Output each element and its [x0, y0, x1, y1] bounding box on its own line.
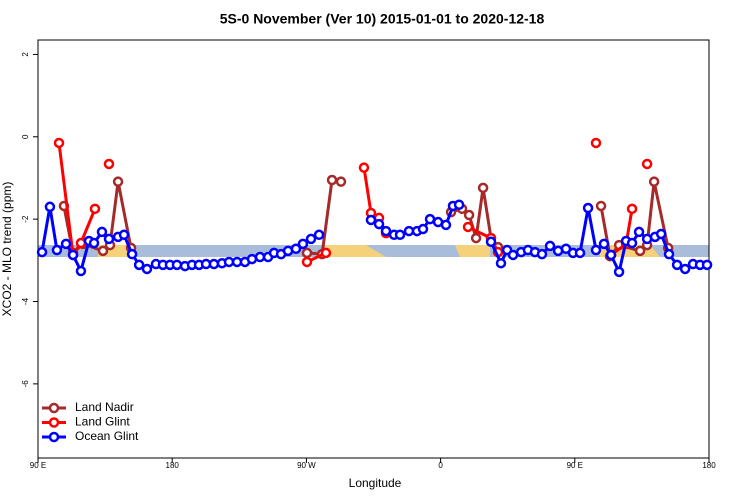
data-point — [208, 258, 220, 270]
data-point — [394, 229, 406, 241]
data-point — [246, 253, 258, 265]
data-point — [655, 228, 667, 240]
data-point — [254, 251, 266, 263]
band-patch — [455, 245, 490, 257]
x-tick-label: 180 — [702, 461, 716, 470]
data-point — [598, 238, 610, 250]
chart-title: 5S-0 November (Ver 10) 2015-01-01 to 202… — [220, 11, 545, 27]
legend-marker — [48, 431, 60, 443]
data-point — [44, 201, 56, 213]
data-point — [373, 218, 385, 230]
data-point — [663, 248, 675, 260]
data-point — [507, 249, 519, 261]
data-point — [60, 238, 72, 250]
data-point — [313, 229, 325, 241]
data-point — [544, 240, 556, 252]
band-patch — [325, 245, 386, 257]
data-point — [305, 233, 317, 245]
data-point — [626, 237, 638, 249]
legend-marker — [48, 417, 60, 428]
legend-label: Land Nadir — [75, 400, 134, 414]
data-point — [582, 202, 594, 214]
data-point — [326, 174, 338, 186]
data-point — [358, 162, 370, 173]
data-point — [605, 249, 617, 261]
y-tick-label: -2 — [21, 215, 30, 223]
data-point — [103, 158, 115, 170]
data-point — [365, 214, 377, 226]
y-tick-label: -4 — [21, 297, 30, 305]
series-line — [62, 178, 670, 260]
data-point — [89, 203, 101, 215]
data-point — [335, 176, 347, 187]
data-point — [634, 245, 646, 257]
data-point — [633, 226, 645, 238]
legend-marker — [48, 402, 60, 414]
data-point — [103, 233, 115, 245]
data-point — [53, 137, 65, 149]
data-point — [463, 209, 475, 221]
data-point — [470, 232, 482, 244]
data-point — [126, 248, 138, 260]
series-line — [59, 143, 647, 262]
data-point — [403, 225, 415, 237]
y-tick-label: 2 — [21, 52, 30, 57]
data-point — [297, 238, 309, 250]
x-tick-label: 90 E — [30, 461, 46, 470]
data-point — [641, 158, 653, 170]
data-point — [595, 200, 607, 212]
data-point — [477, 182, 489, 194]
data-point — [290, 243, 302, 255]
data-point — [75, 237, 87, 249]
data-point — [417, 223, 429, 235]
data-point — [485, 236, 497, 248]
data-point — [36, 246, 48, 258]
data-point — [590, 137, 602, 149]
data-point — [613, 266, 625, 278]
data-point — [590, 244, 602, 256]
data-point — [118, 229, 130, 241]
data-point — [171, 259, 183, 271]
y-tick-label: 0 — [21, 134, 30, 139]
data-point — [301, 247, 313, 259]
data-point — [88, 237, 100, 249]
data-point — [133, 259, 145, 271]
data-point — [495, 257, 507, 269]
data-point — [380, 225, 392, 237]
data-point — [320, 247, 332, 259]
data-point — [574, 247, 586, 259]
data-point — [97, 245, 109, 257]
data-point — [671, 259, 683, 271]
data-point — [223, 256, 235, 268]
data-point — [679, 263, 691, 275]
data-point — [75, 265, 87, 277]
x-axis-label: Longitude — [349, 476, 402, 490]
data-point — [701, 259, 713, 271]
data-point — [141, 263, 153, 275]
y-axis-label: XCO2 - MLO trend (ppm) — [0, 182, 14, 317]
data-point — [112, 176, 124, 187]
x-tick-label: 180 — [166, 461, 180, 470]
data-point — [626, 203, 638, 215]
y-tick-label: -6 — [21, 380, 30, 388]
data-point — [67, 249, 79, 261]
data-point — [301, 256, 313, 268]
data-point — [96, 226, 108, 238]
data-point — [462, 221, 474, 233]
data-point — [536, 248, 548, 260]
x-tick-label: 90 W — [297, 461, 316, 470]
data-point — [453, 199, 465, 210]
legend-label: Land Glint — [75, 415, 130, 429]
x-tick-label: 0 — [438, 461, 443, 470]
data-point — [51, 244, 63, 256]
data-point — [648, 176, 660, 187]
legend-label: Ocean Glint — [75, 429, 139, 443]
x-tick-label: 90 E — [567, 461, 583, 470]
data-point — [440, 219, 452, 231]
data-point — [424, 213, 436, 225]
